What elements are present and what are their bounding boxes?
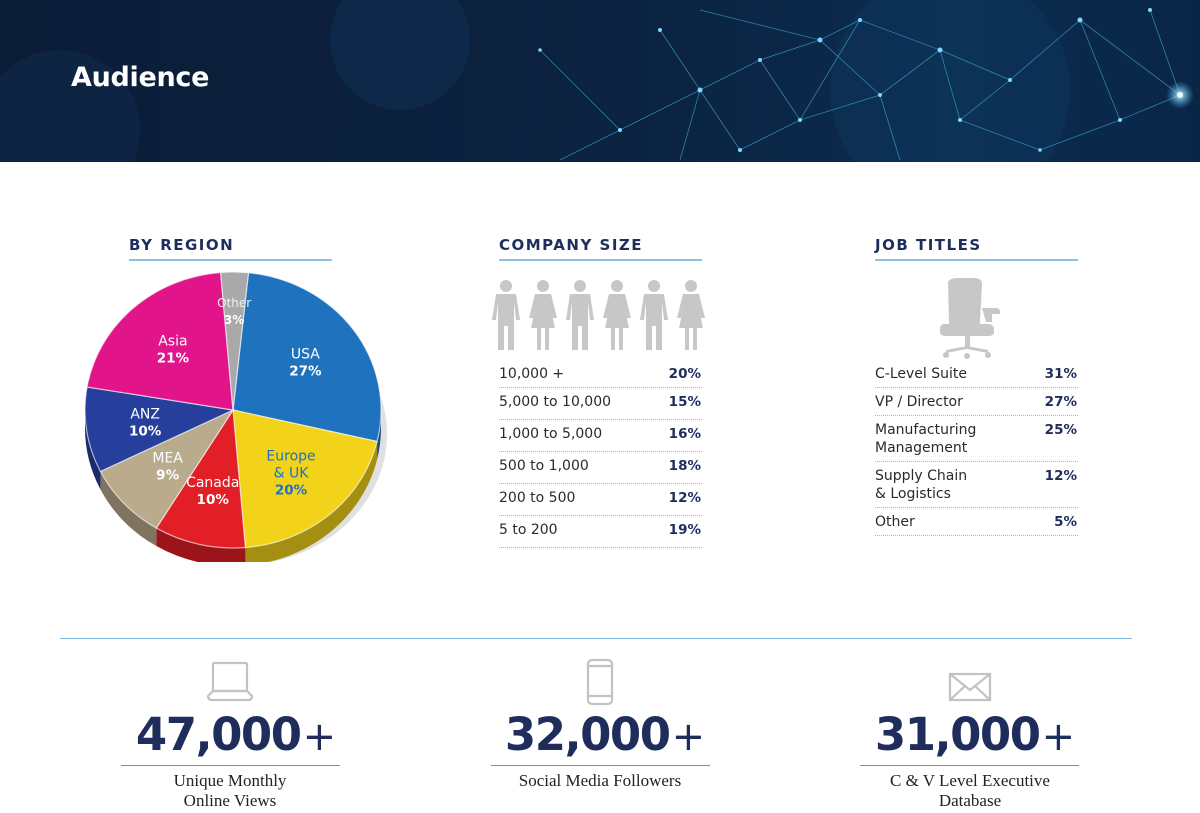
- pie-slice-value-label: 10%: [197, 492, 230, 508]
- pie-slice-value-label: 9%: [156, 468, 179, 484]
- person-male-icon: [566, 280, 594, 350]
- pie-slice: [84, 386, 236, 473]
- pie-slice-side: [100, 471, 157, 547]
- table-row-value: 31%: [1044, 366, 1077, 382]
- pie-slice-value-label: 20%: [275, 483, 308, 499]
- person-male-icon: [640, 280, 668, 350]
- metric-value-followers: 32,000+: [504, 708, 706, 761]
- phone-icon: [586, 658, 614, 706]
- table-row: Supply Chain & Logistics 12%: [875, 462, 1078, 508]
- pie-slice-value-label: 10%: [129, 424, 162, 440]
- pie-slice-side: [85, 410, 101, 490]
- pie-slice-label: Other: [217, 296, 251, 310]
- table-row-value: 16%: [668, 426, 701, 442]
- section-title-region: BY REGION: [129, 236, 235, 254]
- table-row-label: C-Level Suite: [875, 366, 967, 382]
- pie-slice-label: Asia: [158, 334, 187, 350]
- section-rule-job-titles: [875, 259, 1078, 261]
- pie-slice-value-label: 21%: [157, 351, 190, 367]
- network-background-graphic: [0, 0, 1200, 162]
- person-male-icon: [492, 280, 520, 350]
- table-row: 10,000 + 20%: [499, 360, 702, 388]
- pie-slice: [232, 409, 378, 549]
- table-row: VP / Director 27%: [875, 388, 1078, 416]
- pie-slice-label: Europe: [266, 449, 315, 465]
- table-row-label: 5 to 200: [499, 522, 558, 538]
- section-rule-company-size: [499, 259, 702, 261]
- person-female-icon: [529, 280, 557, 350]
- office-chair-icon: [940, 278, 1000, 359]
- region-pie-chart: USA 27% Europe & UK 20% Canada 10% MEA 9% ANZ 10% A…: [75, 262, 395, 566]
- people-icon-group: [492, 280, 705, 350]
- table-row-label: 10,000 +: [499, 366, 565, 382]
- table-row: 1,000 to 5,000 16%: [499, 420, 702, 452]
- table-row-value: 18%: [668, 458, 701, 474]
- table-row-label: 5,000 to 10,000: [499, 394, 612, 410]
- metric-label-followers: Social Media Followers: [518, 771, 682, 790]
- table-row-label: 1,000 to 5,000: [499, 426, 603, 442]
- person-female-icon: [603, 280, 631, 350]
- table-row-value: 27%: [1044, 394, 1077, 410]
- section-title-job-titles: JOB TITLES: [875, 236, 982, 254]
- table-row: Other 5%: [875, 508, 1078, 536]
- table-row: 500 to 1,000 18%: [499, 452, 702, 484]
- table-row-value: 15%: [668, 394, 701, 410]
- table-row-value: 20%: [668, 366, 701, 382]
- pie-slice: [155, 408, 247, 549]
- pie-slice-side: [245, 441, 378, 566]
- pie-slice-label: USA: [291, 347, 320, 363]
- table-row-value: 5%: [1054, 514, 1077, 530]
- company-size-table: 10,000 + 20% 5,000 to 10,000 15% 1,000 to 5,…: [499, 360, 702, 548]
- metric-rule: [491, 765, 710, 766]
- table-row: C-Level Suite 31%: [875, 360, 1078, 388]
- job-titles-table: C-Level Suite 31% VP / Director 27% Manufact…: [875, 360, 1078, 536]
- table-row-label: Manufacturing Management: [875, 422, 977, 456]
- table-row-label: 200 to 500: [499, 490, 576, 506]
- table-row: 200 to 500 12%: [499, 484, 702, 516]
- pie-slice: [86, 271, 234, 411]
- pie-slice: [232, 272, 382, 443]
- table-row-value: 12%: [1044, 468, 1077, 484]
- header-banner: Audience: [0, 0, 1200, 162]
- table-row-label: VP / Director: [875, 394, 963, 410]
- metric-label-views: Unique Monthly Online Views: [173, 771, 287, 810]
- metric-value-database: 31,000+: [874, 708, 1076, 761]
- pie-slice: [99, 408, 235, 529]
- laptop-icon: [206, 661, 254, 702]
- table-row-value: 12%: [668, 490, 701, 506]
- pie-slice-label: Canada: [186, 475, 239, 491]
- metric-rule: [860, 765, 1079, 766]
- page-title: Audience: [71, 62, 210, 93]
- metric-value-views: 47,000+: [135, 708, 337, 761]
- table-row: Manufacturing Management 25%: [875, 416, 1078, 462]
- table-row-label: Other: [875, 514, 915, 530]
- pie-slice-value-label: 3%: [224, 313, 244, 327]
- section-title-company-size: COMPANY SIZE: [499, 236, 644, 254]
- pie-slice-value-label: 27%: [289, 364, 322, 380]
- metric-label-database: C & V Level Executive Database: [890, 771, 1050, 810]
- pie-slice-label: MEA: [152, 451, 183, 467]
- pie-slice: [219, 271, 250, 411]
- pie-slice-label: ANZ: [130, 407, 160, 423]
- metric-rule: [121, 765, 340, 766]
- table-row-value: 19%: [668, 522, 701, 538]
- person-female-icon: [677, 280, 705, 350]
- table-row: 5,000 to 10,000 15%: [499, 388, 702, 420]
- section-rule-region: [129, 259, 332, 261]
- pie-slice-label: & UK: [274, 466, 310, 482]
- envelope-icon: [948, 672, 992, 702]
- pie-slice-side: [156, 528, 246, 566]
- table-row: 5 to 200 19%: [499, 516, 702, 548]
- table-row-label: Supply Chain & Logistics: [875, 468, 968, 502]
- table-row-value: 25%: [1044, 422, 1077, 438]
- section-divider: [60, 638, 1132, 639]
- table-row-label: 500 to 1,000: [499, 458, 589, 474]
